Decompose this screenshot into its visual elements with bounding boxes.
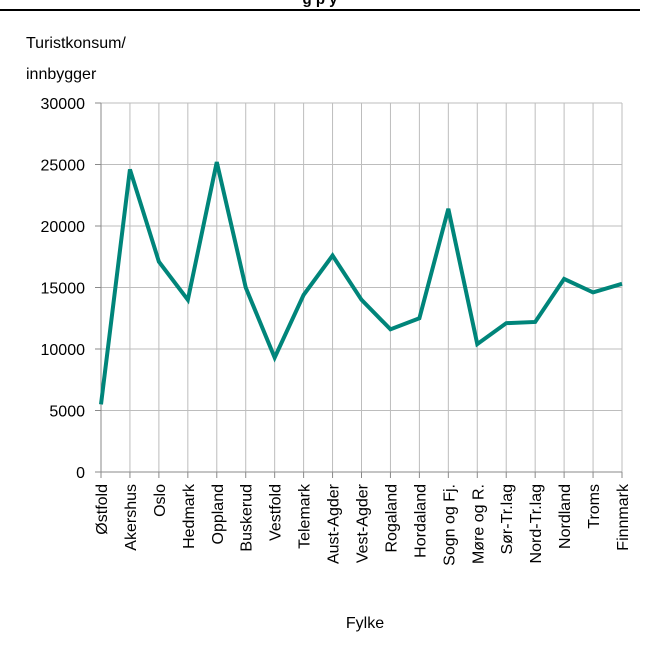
y-tick-label-5000: 5000: [49, 404, 85, 421]
x-tick-label-17: Troms: [586, 484, 603, 529]
chart-title-fragment: g p y: [0, 0, 640, 8]
x-tick-label-15: Nord-Tr.lag: [528, 484, 545, 563]
x-tick-label-16: Nordland: [557, 484, 574, 549]
y-tick-label-30000: 30000: [41, 96, 86, 113]
data-point-10: [388, 327, 392, 331]
x-tick-labels: Østfold Akershus Oslo Hedmark Oppland Buskeru…: [94, 483, 632, 566]
data-point-13: [475, 342, 479, 346]
data-point-4: [215, 160, 219, 164]
x-tick-label-2: Oslo: [152, 484, 169, 517]
x-tick-label-4: Oppland: [210, 484, 227, 545]
x-tick-label-18: Finnmark: [615, 483, 632, 551]
data-point-3: [186, 298, 190, 302]
data-point-7: [302, 293, 306, 297]
y-axis-title-line-1: Turistkonsum/: [26, 35, 126, 52]
data-point-14: [504, 321, 508, 325]
x-tick-label-9: Vest-Agder: [355, 483, 372, 563]
data-point-15: [533, 320, 537, 324]
x-tick-label-7: Telemark: [297, 483, 314, 549]
data-point-16: [562, 277, 566, 281]
y-tick-label-20000: 20000: [41, 219, 86, 236]
data-point-2: [157, 260, 161, 264]
data-point-9: [360, 298, 364, 302]
x-tick-label-13: Møre og R.: [470, 484, 487, 564]
data-point-18: [620, 282, 624, 286]
y-tick-label-25000: 25000: [41, 158, 86, 175]
data-point-12: [446, 207, 450, 211]
data-point-6: [273, 356, 277, 360]
x-tick-label-3: Hedmark: [181, 483, 198, 549]
x-tick-label-6: Vestfold: [268, 484, 285, 541]
data-point-0: [99, 402, 103, 406]
x-tick-label-12: Sogn og Fj.: [441, 484, 458, 566]
y-axis-title-line-2: innbygger: [26, 66, 97, 83]
y-tick-label-10000: 10000: [41, 342, 86, 359]
data-point-1: [128, 167, 132, 171]
x-tick-label-0: Østfold: [94, 484, 111, 535]
x-tick-label-8: Aust-Agder: [326, 483, 343, 564]
data-point-11: [417, 316, 421, 320]
series-line: [99, 161, 623, 405]
top-rule: [0, 9, 640, 11]
x-tick-label-11: Hordaland: [412, 484, 429, 558]
y-tick-label-15000: 15000: [41, 281, 86, 298]
x-axis-title: Fylke: [346, 615, 384, 632]
axes: [95, 102, 623, 478]
x-tick-label-5: Buskerud: [239, 484, 256, 552]
y-tick-label-0: 0: [76, 465, 85, 482]
y-tick-labels: 0 5000 10000 15000 20000 25000 30000: [41, 96, 86, 482]
data-point-17: [591, 290, 595, 294]
x-tick-label-14: Sør-Tr.lag: [499, 484, 516, 555]
x-tick-label-1: Akershus: [123, 484, 140, 551]
series: [99, 160, 624, 406]
x-tick-label-10: Rogaland: [383, 484, 400, 553]
data-point-5: [244, 286, 248, 290]
data-point-8: [331, 254, 335, 258]
